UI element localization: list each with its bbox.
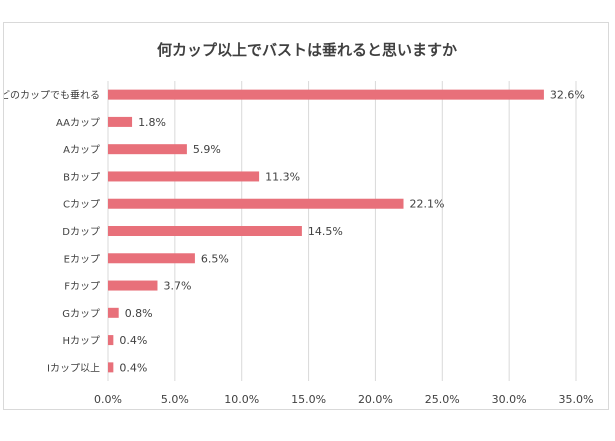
bar — [108, 171, 260, 182]
category-label: Bカップ — [63, 171, 100, 183]
chart-frame: 何カップ以上でバストは垂れると思いますか どのカップでも垂れる AAカップ Aカップ… — [3, 22, 609, 410]
x-tick-label: 35.0% — [559, 393, 594, 406]
bar — [108, 89, 544, 100]
x-tick-label: 20.0% — [358, 393, 393, 406]
bar — [108, 253, 195, 264]
data-label: 0.4% — [119, 334, 147, 347]
x-tick-label: 30.0% — [492, 393, 527, 406]
x-tick-label: 0.0% — [94, 393, 122, 406]
data-label: 1.8% — [138, 116, 166, 129]
bars — [108, 89, 544, 373]
bar — [108, 198, 404, 209]
bar — [108, 116, 133, 127]
x-tick-label: 10.0% — [224, 393, 259, 406]
category-label: どのカップでも垂れる — [4, 90, 100, 102]
data-label: 14.5% — [308, 225, 343, 238]
category-label: Dカップ — [62, 226, 100, 238]
category-label: Gカップ — [62, 308, 100, 320]
x-tick-labels: 0.0% 5.0% 10.0% 15.0% 20.0% 25.0% 30.0% 35.0% — [94, 393, 593, 406]
category-label: Fカップ — [64, 281, 100, 293]
category-label: Aカップ — [63, 144, 100, 156]
chart-title: 何カップ以上でバストは垂れると思いますか — [157, 41, 457, 59]
x-tick-label: 25.0% — [425, 393, 460, 406]
category-label: Eカップ — [64, 253, 100, 265]
data-label: 22.1% — [410, 198, 445, 211]
bar — [108, 335, 114, 346]
bar — [108, 307, 119, 318]
bar-chart: 何カップ以上でバストは垂れると思いますか どのカップでも垂れる AAカップ Aカップ… — [4, 41, 593, 406]
bar — [108, 144, 187, 155]
data-label: 5.9% — [193, 143, 221, 156]
category-labels: どのカップでも垂れる AAカップ Aカップ Bカップ Cカップ Dカップ Eカップ Fカップ G… — [4, 90, 100, 375]
category-label: Iカップ以上 — [47, 362, 100, 374]
category-label: Hカップ — [62, 335, 100, 347]
bar — [108, 226, 302, 236]
x-tick-label: 15.0% — [291, 393, 326, 406]
data-label: 11.3% — [265, 170, 300, 183]
data-label: 3.7% — [163, 280, 191, 293]
data-label: 0.8% — [125, 307, 153, 320]
category-label: Cカップ — [63, 199, 100, 211]
data-labels: 32.6% 1.8% 5.9% 11.3% 22.1% 14.5% 6.5% 3.7% 0.8%… — [119, 89, 585, 375]
data-label: 0.4% — [119, 361, 147, 374]
data-label: 32.6% — [550, 89, 585, 102]
bar — [108, 362, 114, 373]
category-label: AAカップ — [56, 117, 100, 129]
data-label: 6.5% — [201, 252, 229, 265]
x-tick-label: 5.0% — [161, 393, 189, 406]
bar — [108, 280, 158, 291]
